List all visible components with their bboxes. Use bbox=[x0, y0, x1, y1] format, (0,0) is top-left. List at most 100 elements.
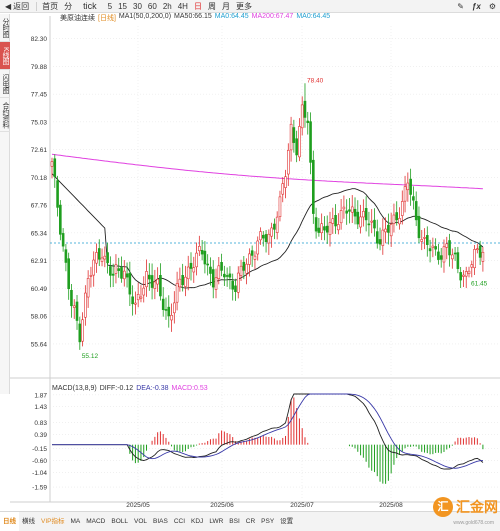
candle-body bbox=[478, 245, 482, 258]
tab-horizontal[interactable]: 横线 bbox=[22, 517, 35, 525]
candle-body bbox=[228, 273, 232, 278]
candle-body bbox=[109, 266, 112, 276]
tab-1min[interactable]: 分 bbox=[64, 1, 73, 11]
high-annotation: 78.40 bbox=[307, 77, 324, 84]
candle-body bbox=[464, 271, 468, 277]
candle-body bbox=[198, 245, 201, 252]
tab-cr[interactable]: CR bbox=[245, 517, 256, 525]
candle-body bbox=[84, 292, 87, 318]
candle-body bbox=[395, 212, 399, 221]
tab-cci[interactable]: CCI bbox=[173, 517, 186, 525]
tab-5min[interactable]: 5 bbox=[107, 1, 113, 11]
candle-body bbox=[473, 249, 476, 269]
candle-body bbox=[292, 127, 296, 143]
candle-body bbox=[125, 273, 129, 278]
tab-timeshare[interactable]: 分时图 bbox=[0, 14, 10, 42]
price-tick-label: 65.34 bbox=[31, 230, 48, 237]
candle-body bbox=[192, 267, 196, 273]
price-tick-label: 55.64 bbox=[31, 341, 48, 348]
tab-boll[interactable]: BOLL bbox=[111, 517, 128, 525]
tab-psy[interactable]: PSY bbox=[261, 517, 275, 525]
back-arrow-icon: ◀ bbox=[5, 1, 12, 11]
macd-legend: MACD(13,8,9) DIFF:-0.12 DEA:-0.38 MACD:0… bbox=[52, 385, 208, 392]
candle-body bbox=[117, 268, 121, 271]
candle-body bbox=[220, 262, 223, 271]
candle-body bbox=[367, 223, 371, 226]
macd-tick-label: -0.15 bbox=[32, 446, 47, 453]
candle-body bbox=[248, 253, 251, 265]
tab-home[interactable]: 首页 bbox=[42, 1, 59, 11]
candle-body bbox=[423, 237, 426, 239]
ma200-line bbox=[51, 153, 483, 190]
tab-vip-indicator[interactable]: VIP指标 bbox=[41, 517, 65, 525]
tab-tick[interactable]: tick bbox=[83, 0, 97, 11]
tab-daily-line[interactable]: 日线 bbox=[0, 511, 19, 531]
ma200-label: MA200:67.47 bbox=[251, 13, 294, 20]
candle-body bbox=[470, 264, 474, 268]
candle-body bbox=[378, 239, 382, 245]
candle-body bbox=[128, 272, 132, 295]
candle-body bbox=[114, 264, 118, 274]
date-label: 2025/06 bbox=[210, 502, 234, 509]
price-chart[interactable]: 78.40 55.12 61.45 82.30 79.88 77.45 75.03 72.6… bbox=[0, 0, 500, 511]
tab-vol[interactable]: VOL bbox=[134, 517, 148, 525]
tab-lightning[interactable]: 闪电图 bbox=[0, 70, 10, 98]
candle-body bbox=[456, 252, 460, 269]
back-button[interactable]: ◀ 返回 bbox=[0, 0, 34, 13]
candle-body bbox=[245, 263, 248, 274]
tab-kdj[interactable]: KDJ bbox=[191, 517, 204, 525]
candle-body bbox=[150, 275, 154, 288]
candle-body bbox=[50, 161, 54, 167]
candle-body bbox=[442, 246, 446, 263]
price-tick-label: 58.06 bbox=[31, 314, 48, 321]
tab-2h[interactable]: 2h bbox=[162, 1, 172, 11]
tab-kline[interactable]: K线图 bbox=[0, 42, 10, 70]
candle-body bbox=[331, 218, 335, 224]
candle-body bbox=[64, 249, 68, 263]
fx-icon[interactable]: ƒx bbox=[471, 2, 481, 11]
price-tick-label: 67.76 bbox=[31, 203, 48, 210]
macd-name: MACD(13,8,9) bbox=[52, 385, 97, 392]
tab-bsi[interactable]: BSI bbox=[229, 517, 240, 525]
gear-icon[interactable]: ⚙ bbox=[488, 2, 496, 11]
candle-body bbox=[339, 210, 343, 224]
candle-body bbox=[209, 266, 212, 274]
price-tick-label: 79.88 bbox=[31, 64, 48, 71]
candle-body bbox=[175, 283, 179, 303]
macd-diff: DIFF:-0.12 bbox=[99, 385, 134, 392]
candle-body bbox=[278, 196, 282, 217]
tab-ma[interactable]: MA bbox=[70, 517, 81, 525]
candle-body bbox=[275, 216, 279, 233]
more-button[interactable]: 更多 bbox=[235, 1, 252, 11]
tab-macd[interactable]: MACD bbox=[86, 517, 106, 525]
candle-body bbox=[173, 302, 176, 314]
candle-body bbox=[273, 223, 276, 230]
candle-body bbox=[406, 182, 410, 191]
tab-30min[interactable]: 30 bbox=[133, 1, 142, 11]
tab-daily[interactable]: 日 bbox=[193, 1, 202, 11]
candle-body bbox=[181, 275, 184, 286]
price-tick-label: 72.61 bbox=[31, 147, 48, 154]
tab-60min[interactable]: 60 bbox=[147, 1, 157, 11]
candle-body bbox=[459, 272, 462, 281]
tab-15min[interactable]: 15 bbox=[118, 1, 128, 11]
tab-weekly[interactable]: 周 bbox=[207, 1, 216, 11]
tab-monthly[interactable]: 月 bbox=[221, 1, 230, 11]
macd-tick-label: -0.60 bbox=[32, 458, 47, 465]
tab-bias[interactable]: BIAS bbox=[153, 517, 168, 525]
tab-settings[interactable]: 设置 bbox=[280, 517, 294, 525]
draw-icon[interactable]: ✎ bbox=[457, 2, 464, 11]
candle-body bbox=[373, 219, 376, 229]
candle-body bbox=[167, 306, 171, 317]
tab-4h[interactable]: 4H bbox=[177, 1, 188, 11]
candle-body bbox=[223, 273, 226, 278]
candle-body bbox=[453, 252, 457, 255]
price-tick-label: 62.91 bbox=[31, 258, 48, 265]
candle-body bbox=[53, 158, 57, 177]
tab-contract-info[interactable]: 合约资料 bbox=[0, 98, 10, 132]
candle-body bbox=[398, 218, 401, 225]
candle-body bbox=[164, 309, 168, 311]
candle-body bbox=[236, 272, 240, 293]
tab-lwr[interactable]: LWR bbox=[209, 517, 224, 525]
candle-body bbox=[214, 277, 218, 290]
